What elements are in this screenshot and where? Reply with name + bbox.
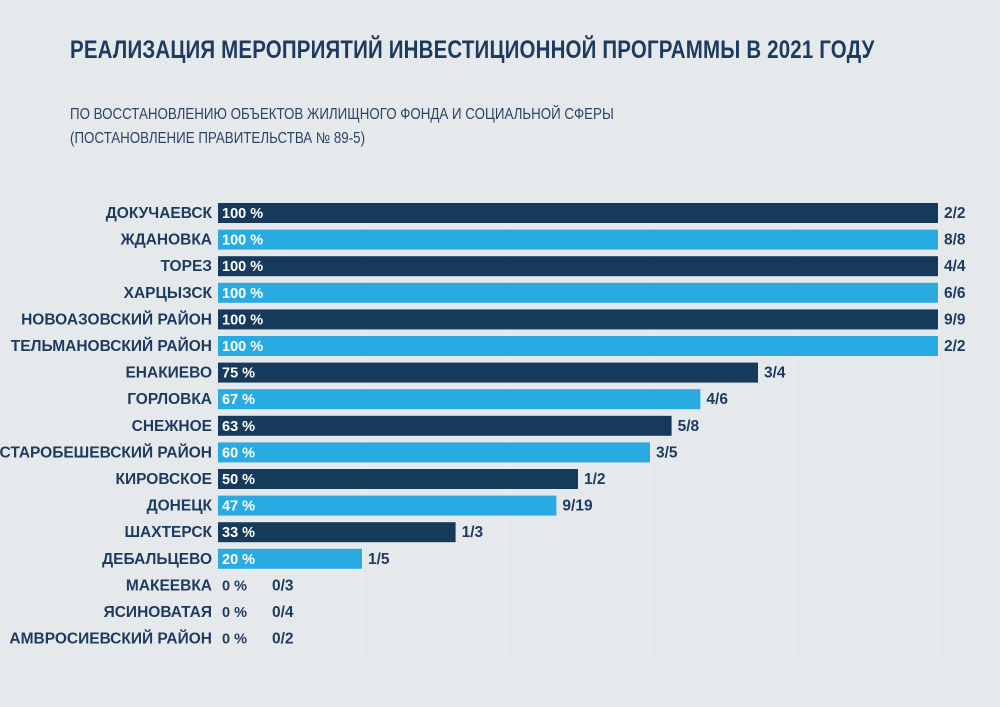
value-label: 20 % bbox=[222, 552, 255, 568]
bar bbox=[218, 522, 456, 543]
category-label: ДОНЕЦК bbox=[147, 498, 213, 515]
bar bbox=[218, 309, 938, 330]
value-label: 100 % bbox=[222, 312, 263, 328]
bar bbox=[218, 548, 362, 569]
fraction-label: 0/4 bbox=[272, 604, 294, 621]
value-label: 0 % bbox=[222, 578, 247, 594]
value-label: 0 % bbox=[222, 632, 247, 648]
fraction-label: 9/9 bbox=[944, 311, 966, 328]
value-label: 60 % bbox=[222, 445, 255, 461]
category-label: КИРОВСКОЕ bbox=[116, 471, 212, 488]
value-label: 100 % bbox=[222, 206, 263, 222]
value-label: 67 % bbox=[222, 392, 255, 408]
category-label: ЕНАКИЕВО bbox=[125, 365, 212, 382]
fraction-label: 0/2 bbox=[272, 631, 294, 648]
bar bbox=[218, 256, 938, 277]
category-label: МАКЕЕВКА bbox=[126, 577, 212, 594]
category-label: ШАХТЕРСК bbox=[124, 524, 212, 541]
fraction-label: 6/6 bbox=[944, 285, 966, 302]
category-label: ГОРЛОВКА bbox=[127, 391, 212, 408]
fraction-label: 3/5 bbox=[656, 444, 678, 461]
bar bbox=[218, 282, 938, 303]
category-label: ЖДАНОВКА bbox=[120, 232, 212, 249]
bar bbox=[218, 336, 938, 356]
bar bbox=[218, 229, 938, 250]
category-label: СНЕЖНОЕ bbox=[132, 418, 212, 435]
bar bbox=[218, 389, 701, 410]
subtitle-line-1: ПО ВОССТАНОВЛЕНИЮ ОБЪЕКТОВ ЖИЛИЩНОГО ФОН… bbox=[70, 106, 614, 123]
category-label: НОВОАЗОВСКИЙ РАЙОН bbox=[21, 310, 212, 328]
category-label: ХАРЦЫЗСК bbox=[124, 285, 213, 302]
bar bbox=[218, 442, 650, 463]
fraction-label: 0/3 bbox=[272, 577, 294, 594]
fraction-label: 9/19 bbox=[562, 498, 593, 515]
category-label: АМВРОСИЕВСКИЙ РАЙОН bbox=[9, 630, 212, 648]
value-label: 63 % bbox=[222, 419, 255, 435]
chart-title: РЕАЛИЗАЦИЯ МЕРОПРИЯТИЙ ИНВЕСТИЦИОННОЙ ПР… bbox=[70, 36, 875, 64]
category-label: ДОКУЧАЕВСК bbox=[106, 205, 213, 222]
bar bbox=[218, 495, 557, 516]
value-label: 47 % bbox=[222, 499, 255, 515]
fraction-label: 3/4 bbox=[764, 365, 786, 382]
value-label: 100 % bbox=[222, 259, 263, 275]
value-label: 33 % bbox=[222, 525, 255, 541]
fraction-label: 4/6 bbox=[706, 391, 728, 408]
bar bbox=[218, 415, 672, 436]
fraction-label: 1/3 bbox=[462, 524, 484, 541]
fraction-label: 2/2 bbox=[944, 338, 966, 355]
bar bbox=[218, 362, 758, 383]
bar bbox=[218, 203, 938, 223]
value-label: 100 % bbox=[222, 286, 263, 302]
fraction-label: 1/2 bbox=[584, 471, 606, 488]
value-label: 75 % bbox=[222, 366, 255, 382]
category-label: ТЕЛЬМАНОВСКИЙ РАЙОН bbox=[11, 337, 212, 355]
fraction-label: 2/2 bbox=[944, 205, 966, 222]
chart-subtitle: ПО ВОССТАНОВЛЕНИЮ ОБЪЕКТОВ ЖИЛИЩНОГО ФОН… bbox=[70, 103, 614, 151]
category-label: ЯСИНОВАТАЯ bbox=[104, 604, 212, 621]
category-label: ТОРЕЗ bbox=[160, 258, 212, 275]
category-label: ДЕБАЛЬЦЕВО bbox=[102, 551, 212, 568]
category-label: СТАРОБЕШЕВСКИЙ РАЙОН bbox=[0, 443, 212, 461]
value-label: 100 % bbox=[222, 233, 263, 249]
fraction-label: 8/8 bbox=[944, 232, 966, 249]
value-label: 0 % bbox=[222, 605, 247, 621]
fraction-label: 5/8 bbox=[678, 418, 700, 435]
bar bbox=[218, 469, 578, 489]
value-label: 100 % bbox=[222, 339, 263, 355]
fraction-label: 1/5 bbox=[368, 551, 390, 568]
fraction-label: 4/4 bbox=[944, 258, 966, 275]
value-label: 50 % bbox=[222, 472, 255, 488]
subtitle-line-2: (ПОСТАНОВЛЕНИЕ ПРАВИТЕЛЬСТВА № 89-5) bbox=[70, 130, 366, 147]
